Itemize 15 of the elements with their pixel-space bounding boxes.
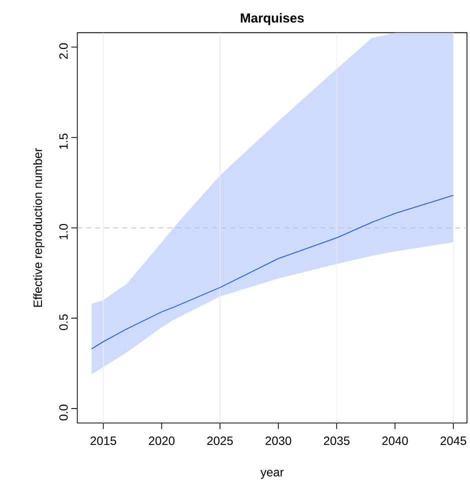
y-tick-label: 0.5 [59, 314, 68, 330]
y-tick-label: 0.0 [59, 404, 68, 420]
x-tick-label: 2015 [90, 436, 116, 446]
x-tick-label: 2030 [266, 436, 292, 446]
chart-title: Marquises [240, 13, 304, 26]
y-axis-title: Effective reproduction number [33, 148, 44, 307]
y-tick-label: 2.0 [59, 43, 68, 59]
y-tick-label: 1.0 [59, 224, 68, 240]
x-axis-title: year [260, 470, 284, 479]
x-tick-label: 2020 [148, 436, 175, 446]
x-tick-label: 2045 [440, 436, 466, 446]
x-tick-label: 2040 [382, 436, 408, 446]
x-tick-label: 2035 [324, 436, 350, 446]
x-tick-label: 2025 [207, 436, 233, 446]
y-tick-label: 1.5 [59, 134, 68, 149]
